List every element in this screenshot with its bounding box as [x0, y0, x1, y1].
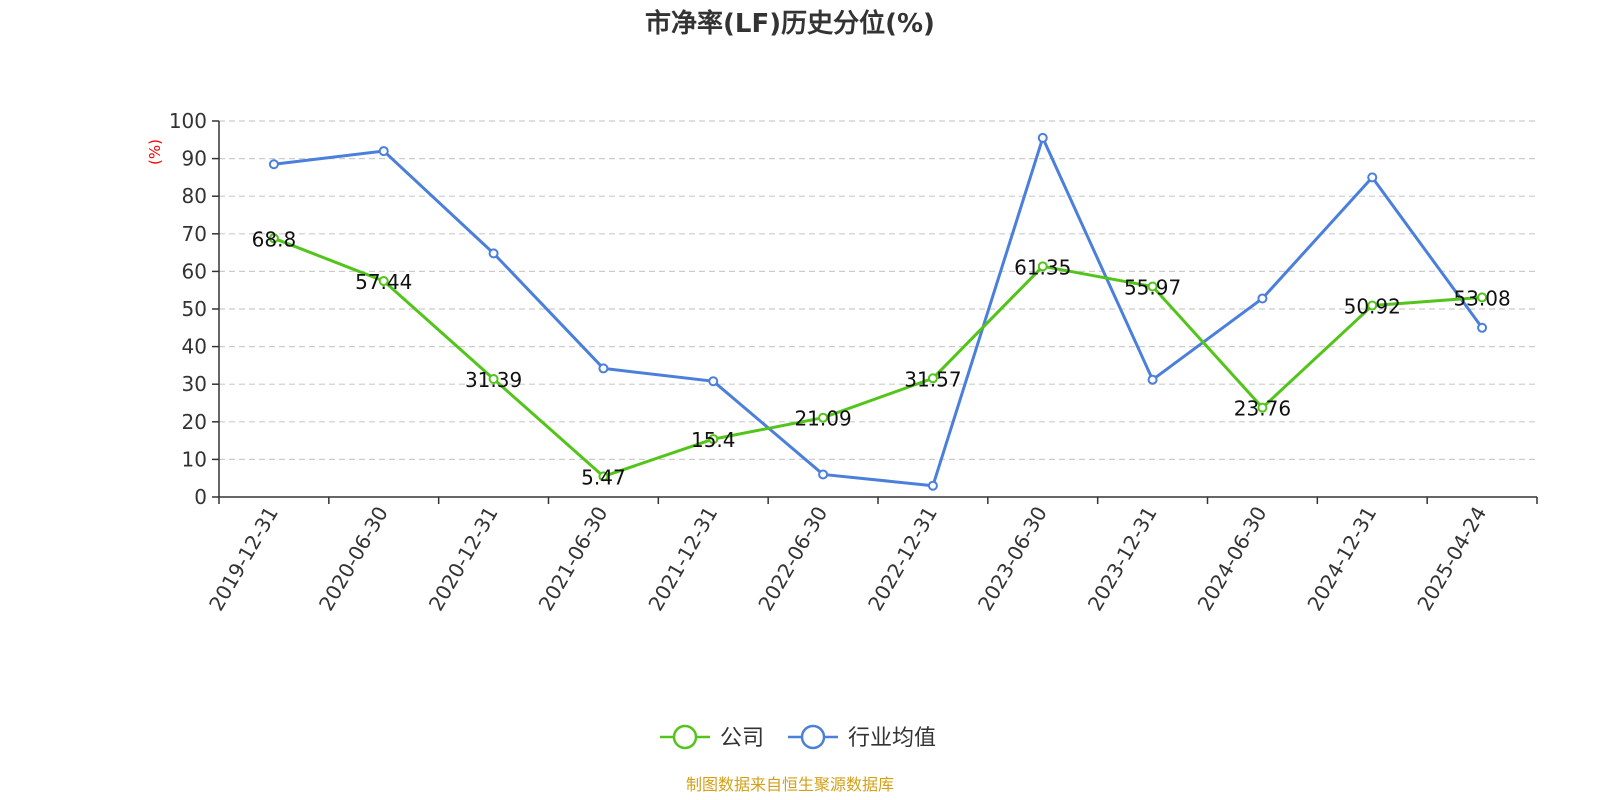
- grid-lines: [219, 120, 1537, 460]
- legend-item-1[interactable]: 行业均值: [788, 724, 936, 751]
- data-label: 68.8: [252, 227, 297, 251]
- data-label: 57.44: [355, 270, 412, 294]
- data-label: 5.47: [581, 465, 626, 489]
- data-point[interactable]: [488, 373, 499, 384]
- data-point[interactable]: [708, 434, 719, 445]
- x-tick-label: 2020-06-30: [314, 502, 393, 615]
- series-lines: [268, 132, 1488, 491]
- data-point[interactable]: [1367, 172, 1378, 183]
- data-point[interactable]: [708, 376, 719, 387]
- legend-label: 行业均值: [848, 726, 936, 751]
- data-label: 50.92: [1344, 295, 1401, 319]
- source-note: 制图数据来自恒生聚源数据库: [686, 775, 894, 794]
- x-tick-label: 2023-06-30: [973, 502, 1052, 615]
- data-point[interactable]: [1257, 402, 1268, 413]
- x-tick-label: 2020-12-31: [424, 502, 503, 615]
- data-point[interactable]: [1147, 374, 1158, 385]
- data-label: 61.35: [1014, 255, 1071, 279]
- data-label: 31.57: [904, 367, 961, 391]
- data-point[interactable]: [378, 276, 389, 287]
- data-point[interactable]: [1037, 261, 1048, 272]
- x-tick-label: 2025-04-24: [1412, 502, 1491, 615]
- data-point[interactable]: [1477, 322, 1488, 333]
- data-point[interactable]: [598, 363, 609, 374]
- series-line-0: [273, 236, 1483, 478]
- data-label: 55.97: [1124, 276, 1181, 300]
- y-axis-unit-label: (%): [146, 139, 164, 165]
- data-point[interactable]: [268, 233, 279, 244]
- x-tick-label: 2024-12-31: [1302, 502, 1381, 615]
- data-point[interactable]: [1477, 292, 1488, 303]
- x-tick-label: 2019-12-31: [204, 502, 283, 615]
- legend-marker-icon: [800, 724, 826, 750]
- data-point[interactable]: [488, 248, 499, 259]
- x-tick-label: 2023-12-31: [1083, 502, 1162, 615]
- axes: 0 10 20 30 40 50 60 70 80 90 100 2019-12-31 2020-06-…: [169, 109, 1538, 615]
- data-point[interactable]: [1147, 281, 1158, 292]
- x-tick-label: 2021-06-30: [534, 502, 613, 615]
- data-point[interactable]: [818, 412, 829, 423]
- x-tick-label: 2021-12-31: [643, 502, 722, 615]
- data-label: 23.76: [1234, 397, 1291, 421]
- x-tick-label: 2022-12-31: [863, 502, 942, 615]
- legend-item-0[interactable]: 公司: [660, 724, 764, 751]
- y-tick-label: 20: [182, 410, 207, 434]
- legend-label: 公司: [720, 726, 764, 751]
- y-tick-label: 70: [182, 222, 207, 246]
- y-tick-label: 10: [182, 447, 207, 471]
- data-point[interactable]: [927, 373, 938, 384]
- y-tick-label: 100: [169, 109, 207, 133]
- chart-title: 市净率(LF)历史分位(%): [645, 8, 935, 39]
- y-tick-label: 90: [182, 147, 207, 171]
- y-tick-label: 0: [194, 485, 207, 509]
- legend[interactable]: 公司 行业均值: [660, 724, 936, 751]
- x-tick-label: 2022-06-30: [753, 502, 832, 615]
- y-tick-label: 40: [182, 335, 207, 359]
- data-label: 53.08: [1453, 286, 1510, 310]
- data-point[interactable]: [927, 480, 938, 491]
- y-tick-label: 80: [182, 184, 207, 208]
- data-point[interactable]: [1037, 132, 1048, 143]
- legend-marker-icon: [672, 724, 698, 750]
- data-point[interactable]: [378, 146, 389, 157]
- data-labels: 68.8 57.44 31.39 5.47 15.4 21.09 31.57 61.35 55.…: [252, 227, 1511, 489]
- data-point[interactable]: [1367, 300, 1378, 311]
- data-point[interactable]: [818, 469, 829, 480]
- data-point[interactable]: [268, 159, 279, 170]
- series-line-1: [273, 136, 1484, 488]
- data-point[interactable]: [1257, 293, 1268, 304]
- x-tick-label: 2024-06-30: [1193, 502, 1272, 615]
- y-tick-label: 50: [182, 297, 207, 321]
- data-label: 31.39: [465, 368, 522, 392]
- data-label: 15.4: [691, 428, 736, 452]
- y-tick-label: 30: [182, 372, 207, 396]
- y-tick-label: 60: [182, 259, 207, 283]
- data-point[interactable]: [598, 471, 609, 482]
- data-label: 21.09: [794, 407, 851, 431]
